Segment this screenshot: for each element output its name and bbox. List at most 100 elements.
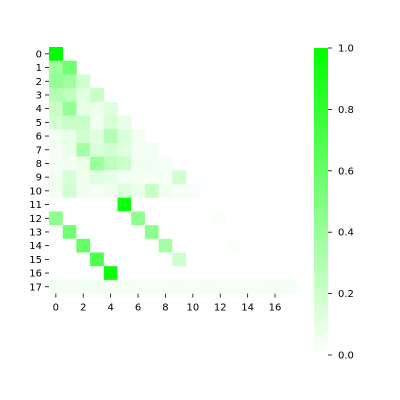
colorbar-tick-label-0.4: 0.4 — [338, 228, 354, 239]
heatmap-cell-13-8 — [158, 225, 173, 240]
heatmap-cell-13-0 — [49, 225, 63, 240]
heatmap-cell-14-0 — [49, 238, 63, 253]
heatmap-cell-12-10 — [186, 211, 200, 226]
heatmap-cell-16-3 — [90, 266, 105, 281]
heatmap-cell-16-9 — [172, 266, 187, 281]
heatmap-cell-9-5 — [117, 170, 132, 185]
colorbar-tick-label-1.0: 1.0 — [338, 44, 354, 55]
heatmap-cell-11-9 — [172, 197, 187, 212]
heatmap-cell-13-6 — [131, 225, 146, 240]
heatmap-cell-5-3 — [90, 115, 105, 130]
heatmap-cell-5-5 — [117, 115, 132, 130]
y-tick-label-4: 4 — [36, 104, 42, 115]
heatmap-cell-16-0 — [49, 266, 63, 281]
heatmap-cell-17-1 — [62, 279, 77, 294]
heatmap-cell-8-3 — [90, 156, 105, 171]
heatmap-cell-2-0 — [49, 74, 63, 89]
y-tick-label-7: 7 — [36, 145, 42, 156]
heatmap-cell-7-5 — [117, 142, 132, 157]
y-tick-label-11: 11 — [29, 200, 42, 211]
heatmap-cell-17-16 — [268, 279, 283, 294]
heatmap-cell-17-5 — [117, 279, 132, 294]
colorbar-tick-label-0.0: 0.0 — [338, 351, 354, 362]
heatmap-cell-3-1 — [62, 88, 77, 103]
heatmap-cell-16-7 — [144, 266, 159, 281]
heatmap-cell-10-2 — [76, 184, 91, 198]
heatmap-cell-15-6 — [131, 252, 146, 267]
heatmap-cell-8-1 — [62, 156, 77, 171]
heatmap-cell-6-1 — [62, 129, 77, 144]
heatmap-cell-5-1 — [62, 115, 77, 130]
heatmap-cell-14-8 — [158, 238, 173, 253]
heatmap-cell-14-9 — [172, 238, 187, 253]
heatmap-cell-16-8 — [158, 266, 173, 281]
heatmap-cell-17-13 — [227, 279, 242, 294]
heatmap-cell-10-8 — [158, 184, 173, 198]
y-tick-label-1: 1 — [36, 63, 42, 74]
heatmap-cell-13-2 — [76, 225, 91, 240]
heatmap-cell-5-0 — [49, 115, 63, 130]
heatmap-cell-12-7 — [144, 211, 159, 226]
heatmap-cell-17-17 — [281, 279, 296, 294]
heatmap-cell-9-7 — [144, 170, 159, 185]
heatmap-cell-10-0 — [49, 184, 63, 198]
heatmap-cell-12-2 — [76, 211, 91, 226]
x-tick-label-14: 14 — [241, 303, 254, 314]
heatmap-cell-3-2 — [76, 88, 91, 103]
heatmap-cell-10-3 — [90, 184, 105, 198]
heatmap-cell-14-13 — [227, 238, 242, 253]
colorbar-ticks: 0.0 0.2 0.4 0.6 0.8 1.0 — [328, 44, 354, 362]
x-axis-ticks: 0 2 4 6 8 10 12 14 16 — [53, 293, 281, 314]
heatmap-cell-10-9 — [172, 184, 187, 198]
heatmap-cell-15-8 — [158, 252, 173, 267]
heatmap-cell-16-14 — [240, 266, 255, 281]
heatmap-cell-15-2 — [76, 252, 91, 267]
heatmap-cell-16-5 — [117, 266, 132, 281]
heatmap-cell-11-0 — [49, 197, 63, 212]
heatmap-cell-7-1 — [62, 142, 77, 157]
heatmap-cell-1-0 — [49, 60, 63, 75]
heatmap-cell-7-6 — [131, 142, 146, 157]
heatmap-cell-16-16 — [268, 266, 283, 281]
heatmap-cell-15-5 — [117, 252, 132, 267]
heatmap-cell-16-4 — [103, 266, 118, 281]
heatmap-cell-15-0 — [49, 252, 63, 267]
heatmap-cell-15-1 — [62, 252, 77, 267]
heatmap-cell-8-7 — [144, 156, 159, 171]
heatmap-cell-14-10 — [186, 238, 200, 253]
heatmap-cell-11-4 — [103, 197, 118, 212]
heatmap-cell-8-8 — [158, 156, 173, 171]
heatmap-cell-11-7 — [144, 197, 159, 212]
heatmap-cell-9-1 — [62, 170, 77, 185]
colorbar-tick-label-0.6: 0.6 — [338, 166, 354, 177]
x-tick-label-10: 10 — [186, 303, 199, 314]
heatmap-cell-7-0 — [49, 142, 63, 157]
heatmap-cell-6-4 — [103, 129, 118, 144]
y-tick-label-5: 5 — [36, 118, 42, 129]
heatmap-cell-15-4 — [103, 252, 118, 267]
x-tick-label-2: 2 — [80, 303, 86, 314]
heatmap-cell-17-9 — [172, 279, 187, 294]
colorbar-tick-label-0.8: 0.8 — [338, 105, 354, 116]
heatmap-cell-14-2 — [76, 238, 91, 253]
colorbar: 0.0 0.2 0.4 0.6 0.8 1.0 — [314, 44, 354, 362]
heatmap-cell-7-3 — [90, 142, 105, 157]
heatmap-cell-7-4 — [103, 142, 118, 157]
heatmap-cell-13-12 — [213, 225, 228, 240]
heatmap-cell-15-13 — [227, 252, 242, 267]
heatmap-cell-13-4 — [103, 225, 118, 240]
heatmap-cell-4-2 — [76, 101, 91, 116]
heatmap-cell-16-13 — [227, 266, 242, 281]
heatmap-cell-14-5 — [117, 238, 132, 253]
heatmap-cell-16-15 — [254, 266, 269, 281]
heatmap-cell-0-0 — [49, 47, 63, 61]
heatmap-cell-10-1 — [62, 184, 77, 198]
x-tick-label-8: 8 — [162, 303, 168, 314]
x-tick-label-6: 6 — [135, 303, 141, 314]
heatmap-cell-16-1 — [62, 266, 77, 281]
heatmap-cell-3-0 — [49, 88, 63, 103]
heatmap-cell-15-14 — [240, 252, 255, 267]
heatmap-cell-4-3 — [90, 101, 105, 116]
heatmap-cell-10-5 — [117, 184, 132, 198]
